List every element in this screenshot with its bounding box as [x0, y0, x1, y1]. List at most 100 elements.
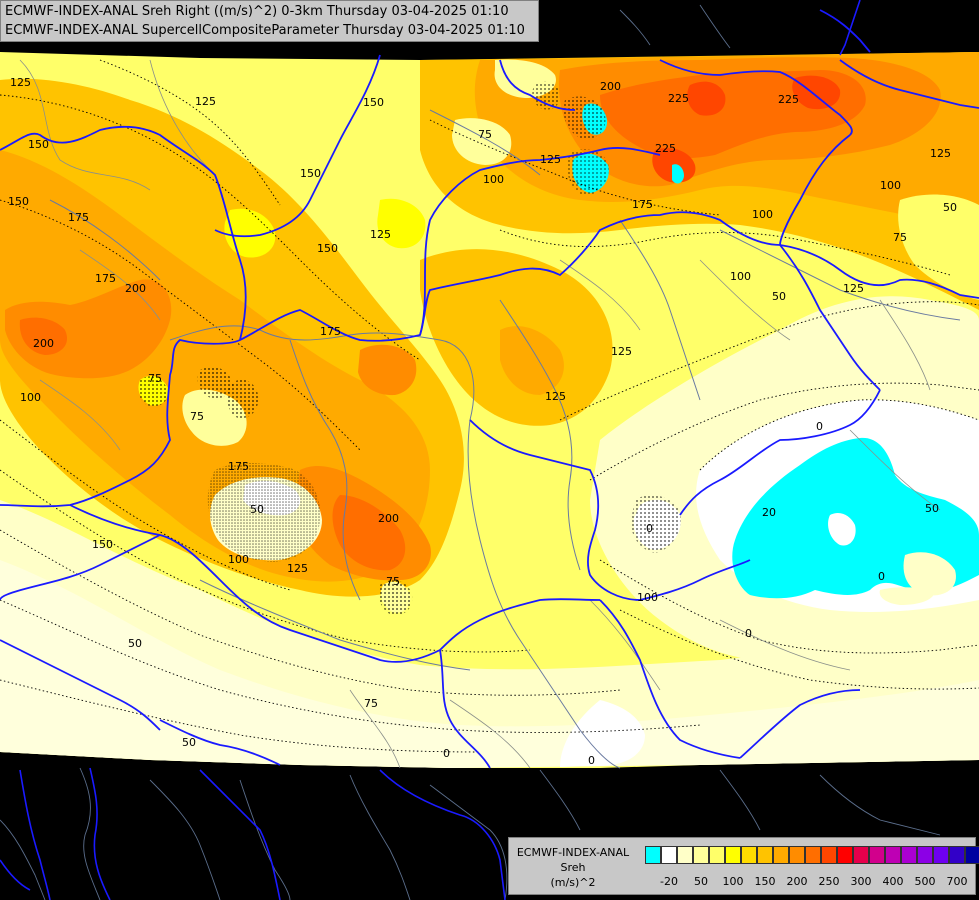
contour-label: 175: [320, 325, 341, 338]
contour-label: 200: [378, 512, 399, 525]
contour-label: 50: [128, 637, 142, 650]
legend-variable: Sreh: [560, 861, 586, 874]
rivers: [49, 109, 961, 769]
contour-label: 125: [370, 228, 391, 241]
contour-label: 100: [20, 391, 41, 404]
legend-tick-label: 400: [882, 875, 904, 888]
legend-swatch: [917, 846, 933, 864]
legend-swatch: [805, 846, 821, 864]
legend-tick-label: 700: [946, 875, 968, 888]
title-box: ECMWF-INDEX-ANAL Sreh Right ((m/s)^2) 0-…: [0, 0, 539, 42]
outside-borders: [0, 0, 861, 900]
legend-swatch: [869, 846, 885, 864]
contour-label: 150: [8, 195, 29, 208]
contour-label: 0: [745, 627, 752, 640]
legend-tick-label: 200: [786, 875, 808, 888]
legend-tick-label: 300: [850, 875, 872, 888]
contour-label: 125: [545, 390, 566, 403]
contour-label: 150: [317, 242, 338, 255]
contour-label: 0: [588, 754, 595, 767]
legend-swatch: [725, 846, 741, 864]
contour-label: 100: [483, 173, 504, 186]
contour-label: 75: [364, 697, 378, 710]
legend-swatch: [693, 846, 709, 864]
contour-label: 75: [386, 575, 400, 588]
contour-label: 50: [943, 201, 957, 214]
legend-swatch: [821, 846, 837, 864]
contour-label: 150: [300, 167, 321, 180]
contour-label: 100: [752, 208, 773, 221]
contour-label: 200: [125, 282, 146, 295]
contour-label: 75: [478, 128, 492, 141]
legend-swatch: [853, 846, 869, 864]
legend-tick-label: 50: [694, 875, 708, 888]
contour-label: 75: [893, 231, 907, 244]
contour-label: 150: [363, 96, 384, 109]
contour-label: 50: [772, 290, 786, 303]
legend-swatch: [709, 846, 725, 864]
field-layer: [0, 52, 979, 768]
contour-label: 175: [228, 460, 249, 473]
contour-label: 150: [92, 538, 113, 551]
legend: ECMWF-INDEX-ANAL Sreh (m/s)^2 -20 50 100 15…: [508, 837, 979, 895]
legend-swatch: [645, 846, 661, 864]
contour-label: 0: [816, 420, 823, 433]
contour-label: 0: [878, 570, 885, 583]
contour-label: 200: [600, 80, 621, 93]
legend-swatch: [661, 846, 677, 864]
country-borders: [0, 9, 979, 769]
legend-swatch: [837, 846, 853, 864]
legend-unit: (m/s)^2: [550, 876, 596, 889]
legend-swatch: [677, 846, 693, 864]
contour-label: 225: [668, 92, 689, 105]
contour-label: 125: [10, 76, 31, 89]
legend-tick-label: -20: [660, 875, 678, 888]
legend-swatch: [773, 846, 789, 864]
title-scp: ECMWF-INDEX-ANAL SupercellCompositeParam…: [5, 23, 525, 38]
legend-tick-label: 150: [754, 875, 776, 888]
legend-swatch: [933, 846, 949, 864]
legend-swatch: [741, 846, 757, 864]
contour-label: 125: [611, 345, 632, 358]
contour-label: 175: [68, 211, 89, 224]
outside-coastlines: [0, 4, 941, 900]
legend-model: ECMWF-INDEX-ANAL: [516, 846, 630, 859]
legend-swatch: [901, 846, 917, 864]
contour-label: 125: [930, 147, 951, 160]
legend-swatch: [949, 846, 965, 864]
contour-label: 125: [843, 282, 864, 295]
legend-swatch: [789, 846, 805, 864]
contour-label: 0: [443, 747, 450, 760]
contour-label: 50: [250, 503, 264, 516]
contour-label: 125: [287, 562, 308, 575]
contour-label: 100: [228, 553, 249, 566]
legend-swatch: [885, 846, 901, 864]
regional-borders: [19, 59, 941, 769]
contour-label: 100: [880, 179, 901, 192]
contour-label: 100: [730, 270, 751, 283]
contour-lines: [0, 59, 979, 753]
contour-label: 0: [646, 522, 653, 535]
contour-label: 175: [95, 272, 116, 285]
contour-label: 75: [148, 372, 162, 385]
contour-label: 125: [195, 95, 216, 108]
legend-tick-label: 500: [914, 875, 936, 888]
title-sreh: ECMWF-INDEX-ANAL Sreh Right ((m/s)^2) 0-…: [5, 4, 509, 19]
contour-label: 175: [632, 198, 653, 211]
contour-label: 150: [28, 138, 49, 151]
contour-labels: 125 150 150 175 175 200 200 100 125 150 …: [8, 76, 957, 767]
contour-label: 20: [762, 506, 776, 519]
contour-label: 225: [778, 93, 799, 106]
legend-swatch: [757, 846, 773, 864]
contour-label: 50: [925, 502, 939, 515]
legend-tick-label: 250: [818, 875, 840, 888]
contour-label: 50: [182, 736, 196, 749]
legend-tick-label: 100: [722, 875, 744, 888]
contour-label: 125: [540, 153, 561, 166]
legend-swatch: [965, 846, 979, 864]
contour-label: 225: [655, 142, 676, 155]
contour-label: 200: [33, 337, 54, 350]
contour-label: 75: [190, 410, 204, 423]
contour-label: 100: [637, 591, 658, 604]
